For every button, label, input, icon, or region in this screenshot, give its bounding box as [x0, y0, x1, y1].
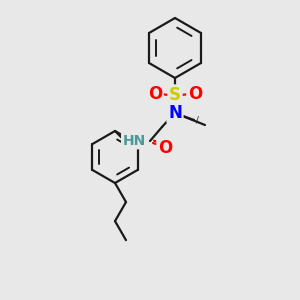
Text: N: N: [168, 104, 182, 122]
Text: O: O: [158, 139, 172, 157]
Text: O: O: [148, 85, 162, 103]
Text: S: S: [169, 86, 181, 104]
Text: HN: HN: [122, 134, 146, 148]
Text: /: /: [196, 116, 198, 124]
Text: O: O: [188, 85, 202, 103]
